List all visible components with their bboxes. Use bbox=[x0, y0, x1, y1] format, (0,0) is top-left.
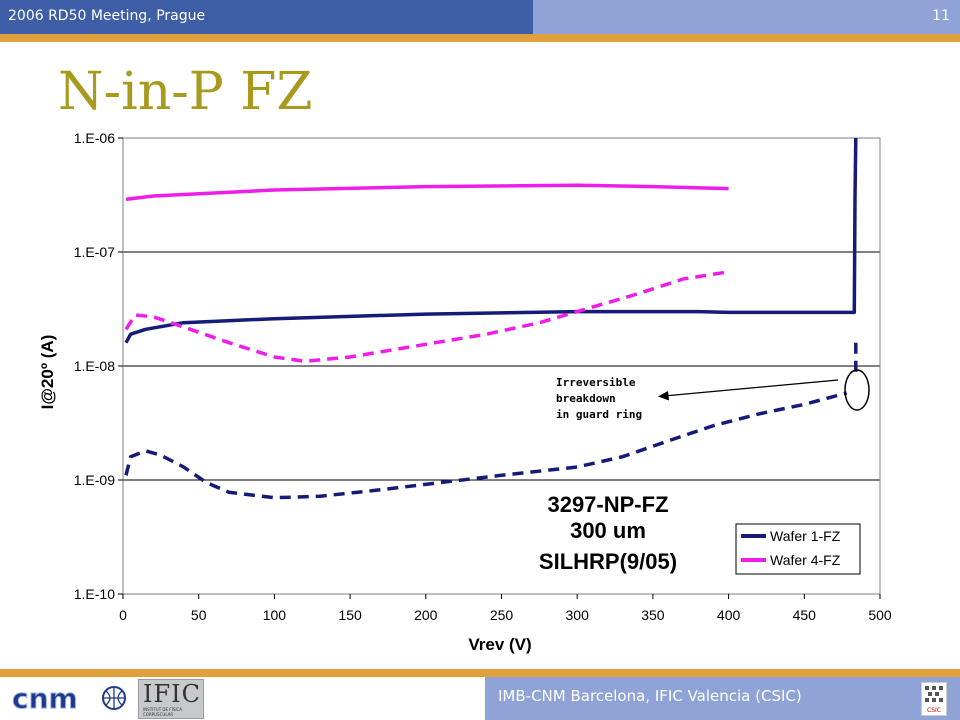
x-tick-label: 250 bbox=[490, 607, 514, 623]
iv-chart: 1.E-10 1.E-09 1.E-08 1.E-07 1.E-06 0 50 100 150 2… bbox=[38, 130, 892, 654]
y-tick-label: 1.E-08 bbox=[74, 358, 115, 374]
ific-logo-subtext: INSTITUT DE FÍSICA CORPUSCULAR bbox=[143, 707, 183, 717]
slide-title: N-in-P FZ bbox=[58, 62, 313, 122]
x-tick-label: 0 bbox=[119, 607, 127, 623]
footer-bar bbox=[485, 677, 960, 720]
footer-text: IMB-CNM Barcelona, IFIC Valencia (CSIC) bbox=[498, 687, 802, 705]
csic-logo: CSIC bbox=[921, 682, 947, 716]
header-rule bbox=[0, 34, 960, 42]
sample-label-line-2: 300 um bbox=[570, 518, 646, 543]
x-tick-label: 300 bbox=[566, 607, 590, 623]
ific-logo: IFIC INSTITUT DE FÍSICA CORPUSCULAR bbox=[138, 679, 204, 719]
annotation: Irreversible breakdown in guard ring bbox=[556, 369, 870, 421]
x-tick-label: 100 bbox=[263, 607, 287, 623]
series-layer bbox=[124, 137, 858, 500]
annotation-arrow bbox=[663, 379, 839, 397]
y-tick-label: 1.E-10 bbox=[74, 586, 115, 602]
ific-logo-text: IFIC bbox=[143, 680, 201, 708]
footer-rule bbox=[0, 669, 960, 677]
series-line-0 bbox=[124, 137, 858, 344]
header-bar bbox=[0, 0, 533, 34]
sample-label-block: 3297-NP-FZ 300 um SILHRP(9/05) bbox=[539, 492, 677, 574]
header-bar-right bbox=[533, 0, 960, 34]
annotation-line-1: Irreversible bbox=[556, 376, 636, 389]
x-tick-label: 500 bbox=[868, 607, 892, 623]
breakdown-circle bbox=[844, 369, 870, 411]
x-axis-label: Vrev (V) bbox=[468, 635, 531, 654]
series-line-1 bbox=[124, 391, 848, 500]
x-tick-label: 350 bbox=[641, 607, 665, 623]
x-tick-label: 450 bbox=[793, 607, 817, 623]
meeting-name: 2006 RD50 Meeting, Prague bbox=[8, 8, 206, 24]
annotation-line-3: in guard ring bbox=[556, 408, 642, 421]
y-tick-label: 1.E-09 bbox=[74, 472, 115, 488]
cnm-logo: cnm bbox=[10, 682, 128, 714]
page-number: 11 bbox=[932, 8, 950, 24]
x-tick-label: 200 bbox=[414, 607, 438, 623]
legend: Wafer 1-FZ Wafer 4-FZ bbox=[735, 523, 861, 575]
y-axis-label: I@20º (A) bbox=[38, 335, 57, 410]
legend-box bbox=[735, 523, 861, 575]
annotation-arrowhead bbox=[658, 391, 669, 401]
series-line-4 bbox=[124, 270, 729, 364]
x-tick-label: 150 bbox=[338, 607, 362, 623]
sample-label-line-3: SILHRP(9/05) bbox=[539, 549, 677, 574]
annotation-line-2: breakdown bbox=[556, 392, 616, 405]
csic-logo-text: CSIC bbox=[927, 707, 941, 714]
cnm-logo-text: cnm bbox=[12, 682, 78, 714]
legend-label-wafer1: Wafer 1-FZ bbox=[770, 528, 841, 544]
y-tick-label: 1.E-07 bbox=[74, 244, 115, 260]
sample-label-line-1: 3297-NP-FZ bbox=[547, 492, 668, 517]
y-tick-label: 1.E-06 bbox=[74, 130, 115, 146]
x-tick-label: 50 bbox=[191, 607, 207, 623]
series-line-3 bbox=[125, 183, 729, 202]
tick-labels: 1.E-10 1.E-09 1.E-08 1.E-07 1.E-06 0 50 100 150 2… bbox=[74, 130, 892, 623]
x-tick-label: 400 bbox=[717, 607, 741, 623]
legend-label-wafer4: Wafer 4-FZ bbox=[770, 552, 841, 568]
